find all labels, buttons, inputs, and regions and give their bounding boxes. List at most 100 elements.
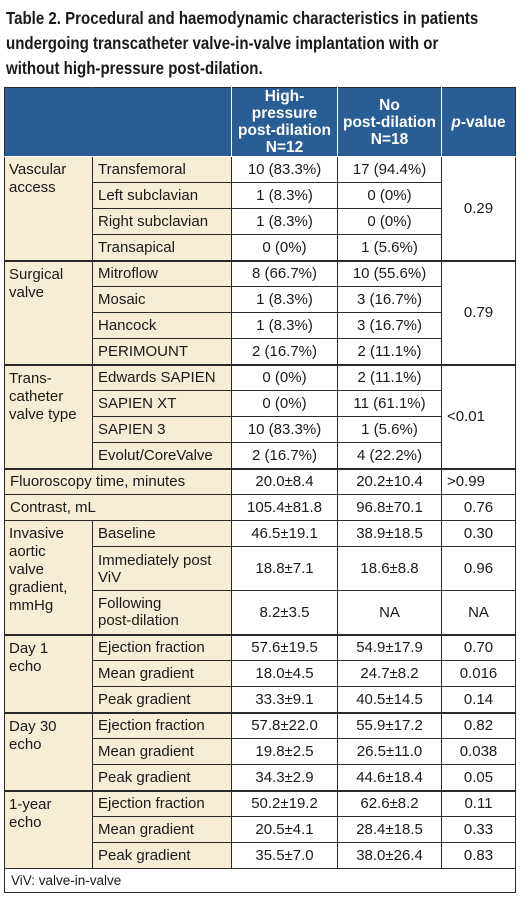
header-p-rest: -value [460,113,506,131]
group-label-1year: 1-year echo [4,789,93,869]
row-label: SAPIEN 3 [92,416,232,443]
table-row: Hancock 1 (8.3%) 3 (16.7%) [5,312,516,339]
cell-p-value: 0.14 [441,686,516,713]
table-row: SAPIEN 3 10 (83.3%) 1 (5.6%) [5,416,516,443]
cell-high-pressure: 8 (66.7%) [231,259,338,287]
group-label-day30: Day 30 echo [4,711,93,791]
cell-no-post: 4 (22.2%) [337,442,442,469]
row-label: Following post-dilation [92,590,232,635]
header-high-pressure-l2: post-dilation [238,122,331,139]
header-p-value: p-value [441,87,516,157]
row-label: Mean gradient [92,660,232,687]
table-row: Immediately post ViV 18.8±7.1 18.6±8.8 0… [5,546,516,591]
table-row: Transapical 0 (0%) 1 (5.6%) [5,234,516,261]
cell-no-post: NA [337,590,442,635]
cell-high-pressure: 20.0±8.4 [231,467,338,495]
data-table: High-pressure post-dilation N=12 No post… [4,87,516,893]
cell-high-pressure: 18.8±7.1 [231,546,338,591]
group-label-line: gradient, [9,579,68,596]
cell-no-post: 0 (0%) [337,182,442,209]
cell-p-value: NA [441,590,516,635]
table-row: Fluoroscopy time, minutes 20.0±8.4 20.2±… [4,467,516,495]
header-no-post-dilation: No post-dilation N=18 [337,87,442,157]
row-label: Transfemoral [92,156,232,183]
cell-p-value: 0.76 [441,494,516,521]
cell-p-value: 0.05 [441,764,516,791]
caption-line-3: without high-pressure post-dilation. [6,58,263,78]
group-label-line: valve type [9,405,77,423]
row-label-line: Following [98,595,162,613]
cell-no-post: 96.8±70.1 [337,494,442,521]
header-high-pressure-n: N=12 [265,139,304,156]
table-row: Mosaic 1 (8.3%) 3 (16.7%) [5,286,516,313]
cell-high-pressure: 1 (8.3%) [231,286,338,313]
row-label: Evolut/CoreValve [92,442,232,469]
cell-p-value: 0.83 [441,842,516,869]
table-row: Mean gradient 20.5±4.1 28.4±18.5 0.33 [5,816,516,843]
cell-high-pressure: 2 (16.7%) [231,338,338,365]
cell-high-pressure: 105.4±81.8 [231,494,338,521]
cell-high-pressure: 10 (83.3%) [231,416,338,443]
cell-high-pressure: 57.8±22.0 [231,711,338,739]
row-label: SAPIEN XT [92,390,232,417]
header-high-pressure: High-pressure post-dilation N=12 [231,87,338,157]
table-row: Following post-dilation 8.2±3.5 NA NA [5,590,516,635]
table-row: Trans- catheter valve type Edwards SAPIE… [4,363,516,469]
cell-p-value: 0.29 [441,156,516,261]
row-label: Peak gradient [92,842,232,869]
cell-no-post: 28.4±18.5 [337,816,442,843]
header-p-italic: p [451,113,461,131]
group-label-line: echo [9,657,42,675]
cell-high-pressure: 35.5±7.0 [231,842,338,869]
table-row: Peak gradient 35.5±7.0 38.0±26.4 0.83 [5,842,516,869]
row-label-line: post-dilation [98,612,179,630]
table-row: Day 30 echo Ejection fraction 57.8±22.0 … [4,711,516,791]
group-label-line: Trans- [9,369,52,387]
group-label-vascular: Vascular access [4,156,93,261]
row-label-line: Immediately post [98,551,212,569]
cell-p-value: 0.016 [441,660,516,687]
row-label-fluoroscopy: Fluoroscopy time, minutes [4,467,232,495]
row-label: Transapical [92,234,232,261]
row-label: Mitroflow [92,259,232,287]
group-label-line: mmHg [9,597,54,614]
header-no-l1: No [379,96,400,114]
cell-no-post: 44.6±18.4 [337,764,442,791]
cell-high-pressure: 50.2±19.2 [231,789,338,817]
table-row: Day 1 echo Ejection fraction 57.6±19.5 5… [4,633,516,713]
row-label: Peak gradient [92,686,232,713]
table-row: PERIMOUNT 2 (16.7%) 2 (11.1%) [5,338,516,365]
cell-high-pressure: 0 (0%) [231,390,338,417]
table-row: Right subclavian 1 (8.3%) 0 (0%) [5,208,516,235]
cell-high-pressure: 19.8±2.5 [231,738,338,765]
group-label-line: aortic [9,543,46,560]
cell-no-post: 10 (55.6%) [337,259,442,287]
cell-high-pressure: 1 (8.3%) [231,312,338,339]
group-label-line: catheter [9,387,64,405]
table-row: Contrast, mL 105.4±81.8 96.8±70.1 0.76 [4,494,516,521]
group-label-transcatheter: Trans- catheter valve type [4,363,93,469]
cell-p-value: 0.11 [441,789,516,817]
table-row: Peak gradient 33.3±9.1 40.5±14.5 0.14 [5,686,516,713]
cell-high-pressure: 10 (83.3%) [231,156,338,183]
header-high-pressure-l1: High-pressure [251,88,318,123]
cell-no-post: 3 (16.7%) [337,286,442,313]
group-label-line: 1-year [9,795,52,813]
cell-p-value: 0.33 [441,816,516,843]
group-label-invasive: Invasive aortic valve gradient, mmHg [4,520,93,635]
cell-p-value: 0.79 [441,259,516,365]
row-label-contrast: Contrast, mL [4,494,232,521]
cell-p-value: 0.82 [441,711,516,739]
cell-no-post: 1 (5.6%) [337,234,442,261]
group-label-line: echo [9,735,42,753]
cell-no-post: 26.5±11.0 [337,738,442,765]
cell-no-post: 3 (16.7%) [337,312,442,339]
row-label-line: ViV [98,568,122,586]
footnote: ViV: valve-in-valve [4,868,516,893]
cell-p-value: 0.70 [441,633,516,661]
cell-high-pressure: 0 (0%) [231,363,338,391]
caption-line-1: Table 2. Procedural and haemodynamic cha… [6,8,479,28]
header-row: High-pressure post-dilation N=12 No post… [4,87,516,157]
row-label: PERIMOUNT [92,338,232,365]
row-label: Hancock [92,312,232,339]
